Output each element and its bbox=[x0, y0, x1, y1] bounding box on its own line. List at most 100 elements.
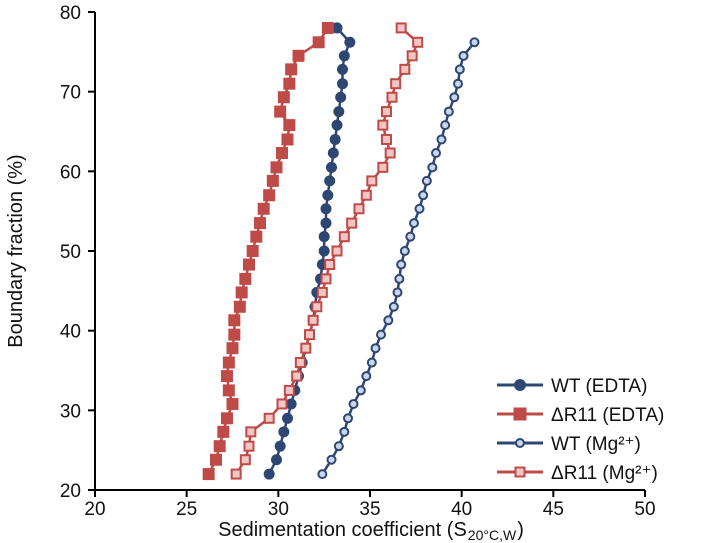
data-point bbox=[458, 50, 469, 61]
data-point bbox=[331, 245, 343, 257]
data-point bbox=[276, 398, 288, 410]
data-point bbox=[228, 328, 241, 341]
data-point bbox=[283, 119, 296, 132]
data-point bbox=[449, 92, 460, 103]
data-point bbox=[283, 384, 295, 396]
data-point bbox=[333, 106, 345, 118]
data-point bbox=[418, 190, 429, 201]
data-point bbox=[333, 441, 344, 452]
x-tick-label: 30 bbox=[268, 499, 289, 520]
data-point bbox=[239, 454, 251, 466]
x-tick-label: 20 bbox=[84, 499, 105, 520]
data-point bbox=[353, 203, 365, 215]
legend-item: ΔR11 (Mg²⁺) bbox=[497, 463, 658, 484]
data-point bbox=[361, 371, 372, 382]
data-point bbox=[454, 64, 465, 75]
data-point bbox=[318, 245, 330, 257]
data-point bbox=[243, 258, 255, 271]
x-axis-label-subscript: 20°C,W bbox=[468, 527, 517, 543]
data-point bbox=[221, 412, 233, 425]
series-2 bbox=[317, 37, 480, 480]
data-point bbox=[320, 203, 332, 215]
data-point bbox=[291, 370, 303, 382]
legend-item: WT (EDTA) bbox=[497, 376, 647, 397]
legend-label: WT (Mg²⁺) bbox=[551, 434, 641, 455]
data-point bbox=[320, 273, 332, 285]
data-point bbox=[377, 119, 389, 131]
data-point bbox=[321, 21, 334, 34]
data-point bbox=[405, 231, 416, 242]
data-point bbox=[274, 105, 287, 118]
series-1 bbox=[202, 21, 334, 481]
data-point bbox=[327, 147, 339, 159]
legend-label: ΔR11 (EDTA) bbox=[551, 405, 664, 426]
data-point bbox=[282, 412, 293, 424]
data-point bbox=[294, 357, 306, 369]
data-point bbox=[274, 440, 286, 452]
x-axis-label: Sedimentation coefficient (S 20°C,W ) bbox=[218, 519, 524, 543]
data-point bbox=[335, 91, 347, 103]
data-point bbox=[320, 217, 332, 229]
data-point bbox=[222, 384, 235, 397]
data-point bbox=[285, 63, 298, 76]
data-point bbox=[431, 148, 441, 159]
data-point bbox=[318, 231, 330, 243]
y-axis-label: Boundary fraction (%) bbox=[5, 154, 27, 347]
data-point bbox=[324, 259, 336, 271]
data-point bbox=[263, 412, 275, 424]
data-point bbox=[443, 106, 454, 117]
data-point bbox=[307, 314, 319, 326]
x-tick-label: 50 bbox=[634, 499, 655, 520]
x-tick-label: 40 bbox=[451, 499, 472, 520]
legend-label: ΔR11 (Mg²⁺) bbox=[551, 463, 658, 484]
legend-marker bbox=[515, 438, 525, 448]
data-point bbox=[338, 50, 350, 62]
data-point bbox=[386, 91, 398, 103]
data-point bbox=[377, 161, 389, 173]
data-point bbox=[239, 272, 252, 285]
legend-marker bbox=[513, 407, 527, 421]
data-point bbox=[346, 217, 358, 229]
data-point bbox=[348, 398, 359, 409]
legend-item: ΔR11 (EDTA) bbox=[497, 405, 664, 426]
data-point bbox=[337, 78, 348, 90]
data-point bbox=[300, 342, 312, 354]
data-point bbox=[311, 301, 323, 313]
data-point bbox=[277, 91, 290, 104]
data-point bbox=[230, 468, 242, 480]
data-point bbox=[436, 134, 447, 145]
data-point bbox=[376, 329, 386, 340]
legend-marker bbox=[514, 379, 526, 391]
data-point bbox=[324, 175, 336, 187]
data-point bbox=[406, 50, 418, 62]
data-point bbox=[228, 314, 241, 327]
data-point bbox=[337, 63, 348, 75]
y-tick-label: 20 bbox=[60, 481, 81, 502]
legend-marker bbox=[514, 466, 526, 478]
data-point bbox=[396, 259, 407, 270]
data-point bbox=[226, 397, 239, 410]
data-point bbox=[339, 426, 350, 437]
data-point bbox=[271, 454, 282, 466]
data-point bbox=[263, 468, 275, 480]
y-tick-label: 50 bbox=[60, 242, 81, 263]
data-point bbox=[343, 413, 353, 424]
data-point bbox=[217, 425, 230, 438]
data-point bbox=[388, 301, 399, 312]
data-point bbox=[250, 230, 263, 243]
data-point bbox=[383, 315, 394, 326]
data-point bbox=[235, 286, 248, 299]
data-point bbox=[331, 22, 343, 34]
y-tick-label: 70 bbox=[60, 83, 81, 104]
data-point bbox=[213, 440, 226, 453]
data-point bbox=[263, 189, 276, 202]
data-point bbox=[270, 161, 283, 174]
data-point bbox=[222, 356, 235, 369]
legend: WT (EDTA) ΔR11 (EDTA) WT (Mg²⁺) ΔR11 (Mg²⁺) bbox=[497, 376, 664, 484]
data-point bbox=[366, 357, 377, 368]
data-point bbox=[392, 287, 403, 298]
x-tick-label: 45 bbox=[543, 499, 564, 520]
data-point bbox=[344, 36, 356, 48]
data-point bbox=[399, 246, 410, 256]
data-point bbox=[409, 218, 419, 229]
